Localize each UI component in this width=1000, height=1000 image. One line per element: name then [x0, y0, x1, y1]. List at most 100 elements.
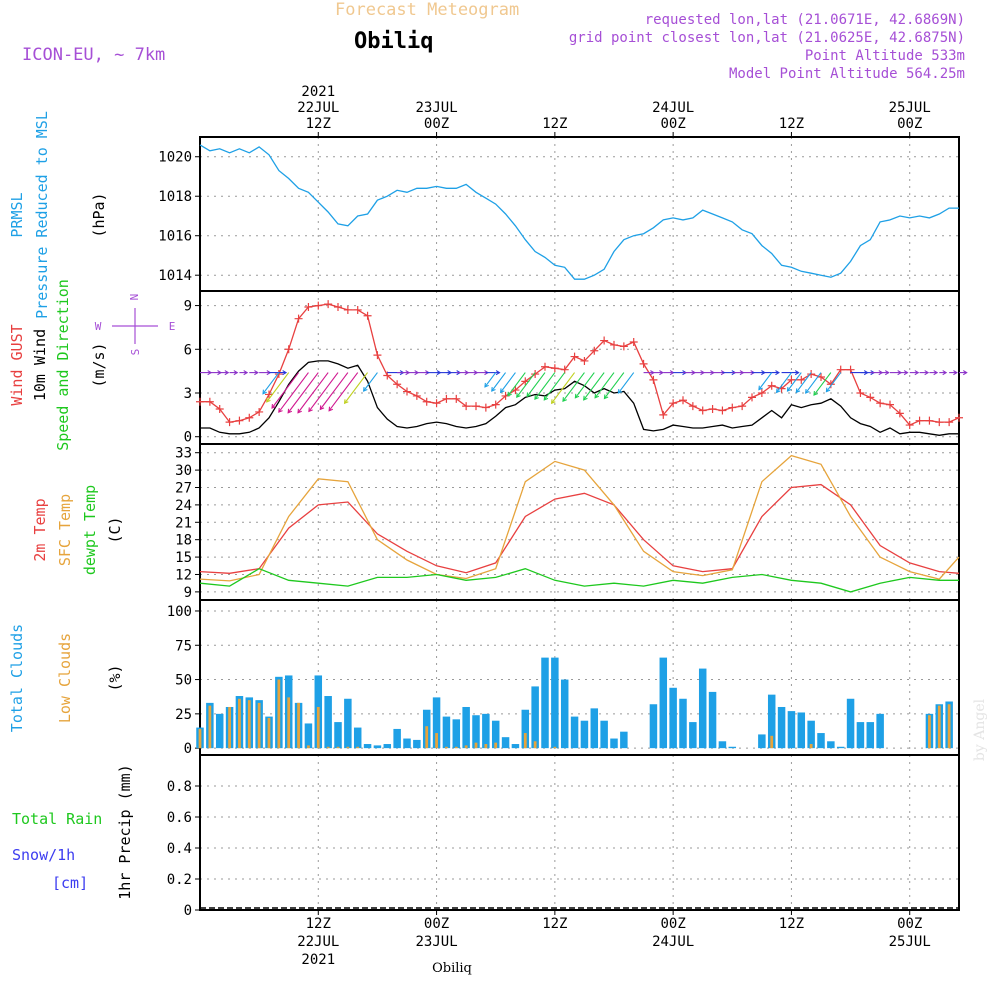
wind-arrowhead — [933, 370, 939, 376]
total-cloud-bar — [758, 734, 766, 749]
gust-point — [787, 375, 796, 384]
ytick-label: 6 — [184, 342, 192, 358]
temp-line-green — [199, 567, 959, 593]
gust-point — [403, 387, 411, 396]
low-cloud-bar — [336, 746, 340, 749]
wind-arrowhead — [543, 395, 549, 401]
temp-line-red — [199, 483, 960, 574]
panel-axis-label: Total Clouds — [8, 624, 26, 732]
total-cloud-bar — [836, 746, 845, 749]
wind-arrow — [551, 372, 576, 404]
gridpoint-coords: grid point closest lon,lat (21.0625E, 42… — [569, 30, 965, 46]
total-cloud-bar — [708, 691, 717, 749]
wind-arrow — [363, 372, 378, 392]
wind-arrowhead — [813, 391, 818, 396]
gust-point — [393, 380, 402, 389]
gust-point — [679, 396, 687, 405]
wind-arrowhead — [266, 397, 271, 403]
low-cloud-bar — [533, 741, 537, 749]
wind-arrowhead — [254, 370, 259, 376]
top-time-label: 12Z — [779, 116, 804, 132]
requested-coords: requested lon,lat (21.0671E, 42.6869N) — [645, 12, 965, 28]
top-time-label: 22JUL — [297, 100, 339, 116]
ytick-label: 0.2 — [167, 872, 192, 888]
gust-point — [619, 342, 628, 351]
gust-point — [550, 364, 559, 373]
gust-point — [738, 402, 747, 411]
total-cloud-bar — [521, 709, 530, 749]
gust-point — [915, 416, 924, 425]
precip-snow-label: Snow/1h — [12, 846, 75, 864]
top-time-label: 00Z — [897, 116, 922, 132]
panel-axis-label: (hPa) — [90, 192, 108, 237]
low-cloud-bar — [937, 705, 941, 749]
wind-arrowhead — [224, 370, 230, 376]
panel-axis-label: PRMSL — [8, 192, 26, 237]
top-time-label: 00Z — [424, 116, 449, 132]
total-cloud-bar — [590, 708, 599, 749]
wind-arrowhead — [287, 408, 293, 414]
low-cloud-bar — [553, 746, 557, 749]
gust-point — [797, 375, 806, 384]
low-cloud-bar — [238, 698, 241, 749]
compass-w-label: W — [95, 320, 102, 333]
gust-point — [314, 301, 323, 310]
wind-arrow — [491, 372, 507, 392]
low-cloud-bar — [425, 726, 429, 749]
gust-point — [462, 402, 471, 411]
ytick-label: 0.8 — [167, 779, 192, 795]
gust-point — [472, 402, 480, 411]
low-cloud-bar — [435, 733, 438, 749]
low-cloud-bar — [809, 744, 813, 749]
compass-s-label: S — [129, 349, 142, 356]
wind-arrowhead — [516, 393, 521, 398]
wind-arrowhead — [328, 406, 334, 412]
wind-arrowhead — [343, 399, 349, 405]
top-time-label: 25JUL — [889, 100, 931, 116]
wind-arrow — [262, 372, 280, 395]
wind-arrowhead — [775, 388, 781, 394]
ytick-label: 0 — [184, 741, 192, 757]
gust-point — [876, 399, 885, 408]
bottom-time-label: 24JUL — [652, 934, 694, 950]
wind-arrow — [344, 372, 369, 404]
panel-axis-label: (%) — [106, 664, 124, 691]
bottom-time-label: 00Z — [660, 916, 685, 932]
total-cloud-bar — [797, 712, 806, 749]
wind-arrowhead — [805, 389, 810, 394]
total-cloud-bar — [482, 713, 490, 749]
panel-axis-label: Speed and Direction — [54, 279, 72, 451]
total-cloud-bar — [462, 706, 470, 749]
low-cloud-bar — [257, 702, 261, 749]
wind-arrow — [825, 372, 842, 393]
gust-point — [649, 375, 658, 384]
gust-point — [945, 418, 954, 427]
total-cloud-bar — [324, 696, 332, 749]
wind-arrow — [583, 372, 605, 401]
location-title: Obiliq — [354, 29, 433, 54]
gust-point — [748, 393, 756, 402]
total-cloud-bar — [846, 698, 855, 749]
total-cloud-bar — [353, 727, 362, 749]
wind-arrowhead — [583, 395, 588, 401]
ytick-label: 75 — [175, 638, 192, 654]
gust-point — [343, 305, 352, 314]
gust-point — [669, 399, 678, 408]
gust-point — [205, 397, 214, 406]
total-cloud-bar — [620, 731, 628, 749]
wind-arrow — [562, 372, 585, 402]
wind-arrow — [594, 372, 615, 399]
wind-speed-line — [200, 360, 959, 436]
wind-arrow — [787, 372, 802, 392]
low-cloud-bar — [770, 735, 774, 749]
gust-point — [807, 370, 816, 379]
wind-arrow — [758, 372, 773, 390]
wind-arrowhead — [775, 370, 780, 376]
gust-point — [245, 413, 254, 422]
total-cloud-bar — [669, 687, 677, 749]
wind-arrowhead — [282, 370, 288, 376]
wind-arrow — [297, 372, 329, 414]
wind-arrowhead — [507, 391, 512, 397]
ytick-label: 50 — [175, 673, 192, 689]
ytick-label: 33 — [175, 446, 192, 462]
